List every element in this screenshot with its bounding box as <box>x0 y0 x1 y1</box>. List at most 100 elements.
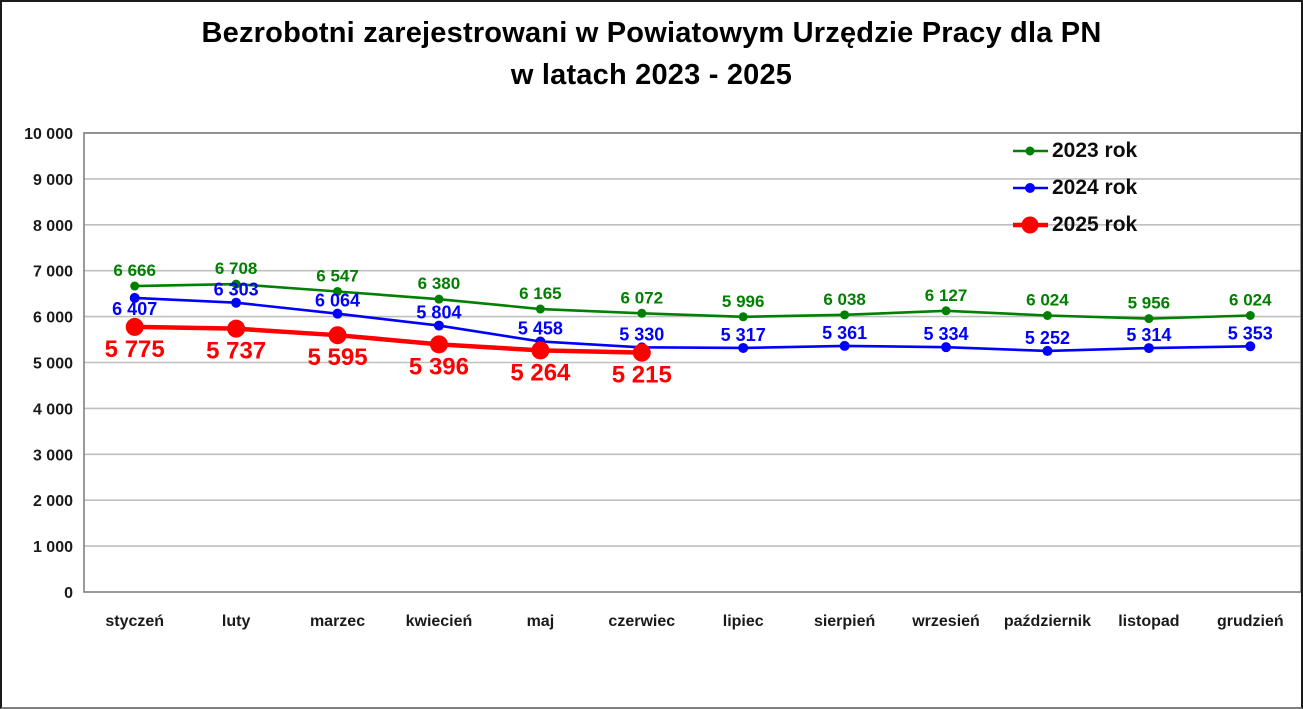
x-axis-label: luty <box>222 613 251 630</box>
data-point-2024-rok <box>231 297 242 308</box>
data-point-2023-rok <box>434 294 444 304</box>
data-point-2024-rok <box>1143 343 1154 354</box>
data-point-2024-rok <box>433 320 444 331</box>
x-axis-label: listopad <box>1118 613 1179 630</box>
data-point-2025-rok <box>531 341 550 360</box>
data-label-2023-rok: 5 996 <box>722 292 765 311</box>
data-label-2023-rok: 5 956 <box>1128 294 1171 313</box>
legend-item-2024-rok: 2024 rok <box>1012 169 1137 206</box>
data-label-2023-rok: 6 380 <box>418 274 461 293</box>
series-line-2023-rok <box>134 282 1251 320</box>
data-label-2025-rok: 5 215 <box>612 362 672 389</box>
data-point-2025-rok <box>632 343 651 362</box>
data-label-2024-rok: 6 303 <box>214 280 259 300</box>
data-label-2023-rok: 6 038 <box>823 290 866 309</box>
data-label-2023-rok: 6 666 <box>113 261 156 280</box>
x-axis-label: czerwiec <box>608 613 675 630</box>
data-label-2025-rok: 5 595 <box>308 344 368 371</box>
x-axis-label: grudzień <box>1217 613 1284 630</box>
data-point-2024-rok <box>1245 341 1256 352</box>
x-axis-label: październik <box>1004 613 1091 630</box>
data-label-2024-rok: 6 064 <box>315 291 360 311</box>
data-point-2023-rok <box>1042 310 1052 320</box>
data-label-2024-rok: 5 314 <box>1126 325 1171 345</box>
data-point-2024-rok <box>1042 345 1053 356</box>
x-axis-label: wrzesień <box>911 613 980 630</box>
y-axis-tick-label: 3 000 <box>33 447 73 464</box>
legend-marker-icon <box>1013 146 1048 155</box>
data-label-2023-rok: 6 547 <box>316 266 359 285</box>
data-point-2024-rok <box>839 340 850 351</box>
data-label-2023-rok: 6 072 <box>621 288 664 307</box>
y-axis-tick-label: 2 000 <box>33 493 73 510</box>
data-label-2023-rok: 6 024 <box>1229 290 1272 309</box>
data-point-2024-rok <box>941 342 952 353</box>
data-label-2024-rok: 5 252 <box>1025 328 1070 348</box>
data-point-2023-rok <box>1144 314 1154 324</box>
data-label-2025-rok: 5 396 <box>409 353 469 380</box>
y-axis-tick-label: 1 000 <box>33 539 73 556</box>
data-label-2025-rok: 5 775 <box>105 336 165 363</box>
y-axis-tick-label: 8 000 <box>33 218 73 235</box>
data-point-2023-rok <box>130 281 140 291</box>
legend-item-2025-rok: 2025 rok <box>1012 206 1137 243</box>
legend-item-2023-rok: 2023 rok <box>1012 132 1137 169</box>
legend-marker-icon <box>1013 182 1048 193</box>
y-axis-tick-label: 10 000 <box>24 126 73 143</box>
x-axis-label: styczeń <box>105 613 164 630</box>
x-axis-label: sierpień <box>814 613 875 630</box>
legend-marker-icon <box>1013 216 1048 233</box>
y-axis-tick-label: 7 000 <box>33 264 73 281</box>
data-label-2024-rok: 5 361 <box>822 323 867 343</box>
x-axis-label: kwiecień <box>406 613 473 630</box>
data-point-2023-rok <box>535 304 545 314</box>
x-axis-label: lipiec <box>723 613 764 630</box>
data-point-2023-rok <box>333 286 343 296</box>
data-point-2025-rok <box>227 319 246 338</box>
data-label-2023-rok: 6 024 <box>1026 290 1069 309</box>
chart-title-line2: w latach 2023 - 2025 <box>510 59 793 91</box>
y-axis-tick-label: 0 <box>64 585 73 602</box>
data-label-2023-rok: 6 165 <box>519 284 562 303</box>
data-label-2024-rok: 5 317 <box>721 325 766 345</box>
x-axis-label: maj <box>527 613 555 630</box>
plot-border <box>83 132 1301 593</box>
data-point-2024-rok <box>738 342 749 353</box>
data-point-2023-rok <box>738 312 748 322</box>
data-label-2025-rok: 5 264 <box>510 359 571 386</box>
legend-label: 2025 rok <box>1052 212 1138 236</box>
chart-title-line1: Bezrobotni zarejestrowani w Powiatowym U… <box>201 17 1102 49</box>
data-label-2023-rok: 6 708 <box>215 259 258 278</box>
y-axis-tick-label: 6 000 <box>33 310 73 327</box>
data-label-2023-rok: 6 127 <box>925 286 968 305</box>
x-axis-label: marzec <box>310 613 365 630</box>
data-point-2023-rok <box>840 310 850 320</box>
y-axis-tick-label: 9 000 <box>33 172 73 189</box>
data-label-2024-rok: 5 353 <box>1228 323 1273 343</box>
data-point-2023-rok <box>637 308 647 318</box>
data-point-2023-rok <box>941 306 951 316</box>
legend-label: 2023 rok <box>1052 138 1138 162</box>
data-label-2024-rok: 5 458 <box>518 318 563 338</box>
y-axis-tick-label: 5 000 <box>33 356 73 373</box>
data-point-2025-rok <box>125 317 144 336</box>
data-label-2024-rok: 5 804 <box>416 303 461 323</box>
chart-legend: 2023 rok 2024 rok 2025 rok <box>1012 132 1137 243</box>
data-point-2024-rok <box>129 292 140 303</box>
series-line-2025-rok <box>134 324 642 355</box>
series-line-2024-rok <box>134 296 1251 353</box>
legend-label: 2024 rok <box>1052 175 1138 199</box>
data-point-2025-rok <box>429 335 448 354</box>
data-point-2023-rok <box>231 279 241 289</box>
y-axis-tick-label: 4 000 <box>33 401 73 418</box>
data-point-2023-rok <box>1245 310 1255 320</box>
data-label-2024-rok: 5 334 <box>924 324 969 344</box>
chart-title: Bezrobotni zarejestrowani w Powiatowym U… <box>2 12 1301 96</box>
data-point-2025-rok <box>328 326 347 345</box>
data-label-2024-rok: 6 407 <box>112 299 157 319</box>
data-point-2024-rok <box>332 308 343 319</box>
data-label-2025-rok: 5 737 <box>206 338 266 365</box>
data-label-2024-rok: 5 330 <box>619 324 664 344</box>
